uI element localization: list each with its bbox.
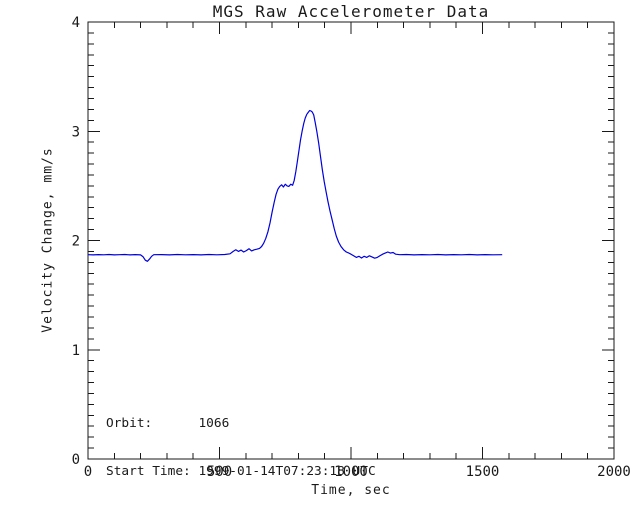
annotation-start-time: Start Time: 1999-01-14T07:23:18 UTC bbox=[106, 464, 376, 479]
y-axis-label: Velocity Change, mm/s bbox=[40, 147, 56, 333]
data-line-velocity-change bbox=[87, 109, 503, 262]
y-tick-label: 3 bbox=[72, 124, 80, 140]
annotation-block: Orbit: 1066 Start Time: 1999-01-14T07:23… bbox=[106, 384, 376, 512]
x-tick-label: 500 bbox=[207, 464, 232, 480]
x-tick-label: 1500 bbox=[466, 464, 500, 480]
chart-title: MGS Raw Accelerometer Data bbox=[212, 2, 490, 21]
y-tick-label: 4 bbox=[72, 15, 80, 31]
y-tick-label: 1 bbox=[72, 343, 80, 359]
x-tick-label: 1000 bbox=[334, 464, 368, 480]
annotation-orbit: Orbit: 1066 bbox=[106, 416, 230, 431]
x-tick-label: 0 bbox=[84, 464, 92, 480]
x-axis-label: Time, sec bbox=[311, 483, 391, 498]
y-tick-label: 0 bbox=[72, 452, 80, 468]
y-tick-label: 2 bbox=[72, 234, 80, 250]
x-tick-label: 2000 bbox=[597, 464, 631, 480]
